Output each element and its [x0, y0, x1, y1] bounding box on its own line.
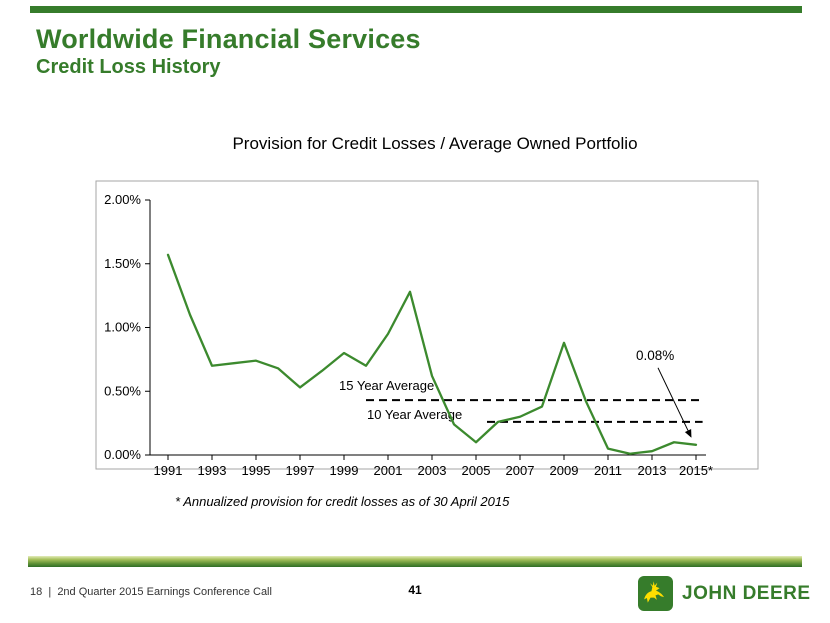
x-axis-label: 2013: [638, 463, 667, 478]
x-axis-label: 1997: [286, 463, 315, 478]
top-accent-bar: [30, 6, 802, 13]
slide-subtitle: Credit Loss History: [36, 56, 221, 78]
x-axis-label: 2007: [506, 463, 535, 478]
x-axis-label: 1993: [198, 463, 227, 478]
average-line-label: 10 Year Average: [367, 407, 462, 422]
chart-footnote: * Annualized provision for credit losses…: [175, 494, 510, 509]
y-axis-label: 1.50%: [104, 256, 141, 271]
x-axis-label: 2005: [462, 463, 491, 478]
john-deere-logo: JOHN DEERE: [638, 576, 811, 611]
x-axis-label: 1999: [330, 463, 359, 478]
footer-caption: 18 | 2nd Quarter 2015 Earnings Conferenc…: [30, 586, 272, 598]
chart-frame: [95, 180, 759, 470]
x-axis-label: 2003: [418, 463, 447, 478]
x-axis-label: 1991: [154, 463, 183, 478]
page-number: 41: [408, 583, 422, 597]
chart-title: Provision for Credit Losses / Average Ow…: [232, 134, 638, 153]
x-axis-label: 2009: [550, 463, 579, 478]
line-chart-canvas: 0.00% 0.50% 1.00% 1.50% 2.00% 1991 1993 1995 199…: [95, 180, 759, 478]
y-axis-label: 0.00%: [104, 447, 141, 462]
y-axis-label: 1.00%: [104, 320, 141, 335]
x-axis-label: 2011: [594, 463, 622, 478]
x-axis-label: 2015*: [679, 463, 713, 478]
deere-deer-icon: [638, 576, 673, 611]
y-axis-label: 0.50%: [104, 383, 141, 398]
annotation-arrow: [657, 367, 692, 438]
y-axis-label: 2.00%: [104, 192, 141, 207]
endpoint-annotation-label: 0.08%: [636, 348, 674, 363]
average-line-label: 15 Year Average: [339, 378, 434, 393]
deer-silhouette: [644, 581, 665, 603]
credit-loss-series-line: [166, 253, 698, 455]
slide-title: Worldwide Financial Services: [36, 24, 421, 54]
brand-wordmark: JOHN DEERE: [682, 582, 811, 604]
credit-loss-chart: 0.00% 0.50% 1.00% 1.50% 2.00% 1991 1993 1995 199…: [0, 178, 830, 518]
x-axis-label: 1995: [242, 463, 271, 478]
x-axis-label: 2001: [374, 463, 403, 478]
bottom-accent-bar: [28, 556, 802, 567]
